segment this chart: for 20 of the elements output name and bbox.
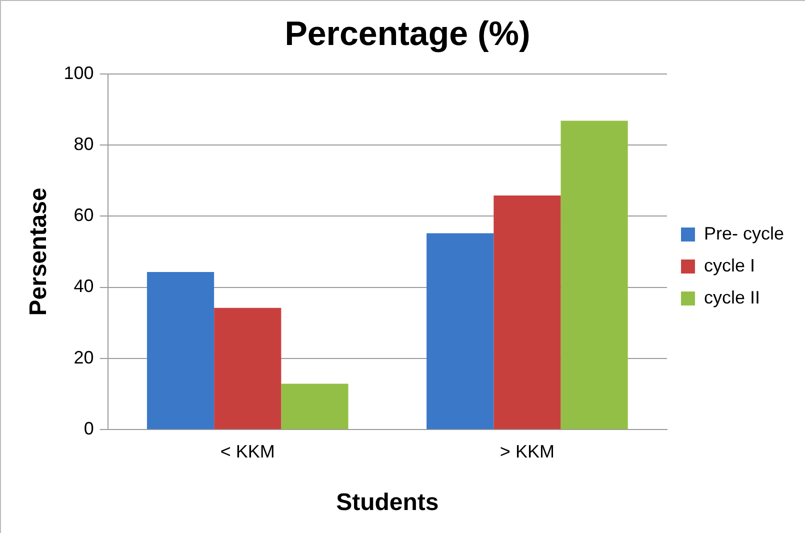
x-axis-title: Students: [336, 489, 439, 516]
bar: [494, 195, 561, 430]
x-tick-label: < KKM: [220, 441, 275, 462]
bar: [214, 308, 282, 430]
y-tick-label: 40: [74, 276, 94, 296]
bar: [560, 120, 628, 430]
bar: [281, 384, 348, 430]
bar: [146, 272, 214, 430]
y-tick-label: 0: [84, 418, 94, 439]
y-tick-label: 100: [64, 62, 94, 83]
y-tick-label: 20: [74, 347, 94, 368]
chart-title: Percentage (%): [284, 14, 530, 53]
legend-label: cycle I: [704, 255, 755, 276]
x-tick-label: > KKM: [500, 441, 554, 462]
legend-label: Pre- cycle: [704, 223, 784, 244]
bar: [426, 233, 494, 430]
legend-label: cycle II: [704, 287, 760, 308]
y-tick-label: 80: [74, 134, 94, 154]
y-tick-label: 60: [74, 205, 94, 226]
y-axis-title: Persentase: [25, 188, 52, 316]
